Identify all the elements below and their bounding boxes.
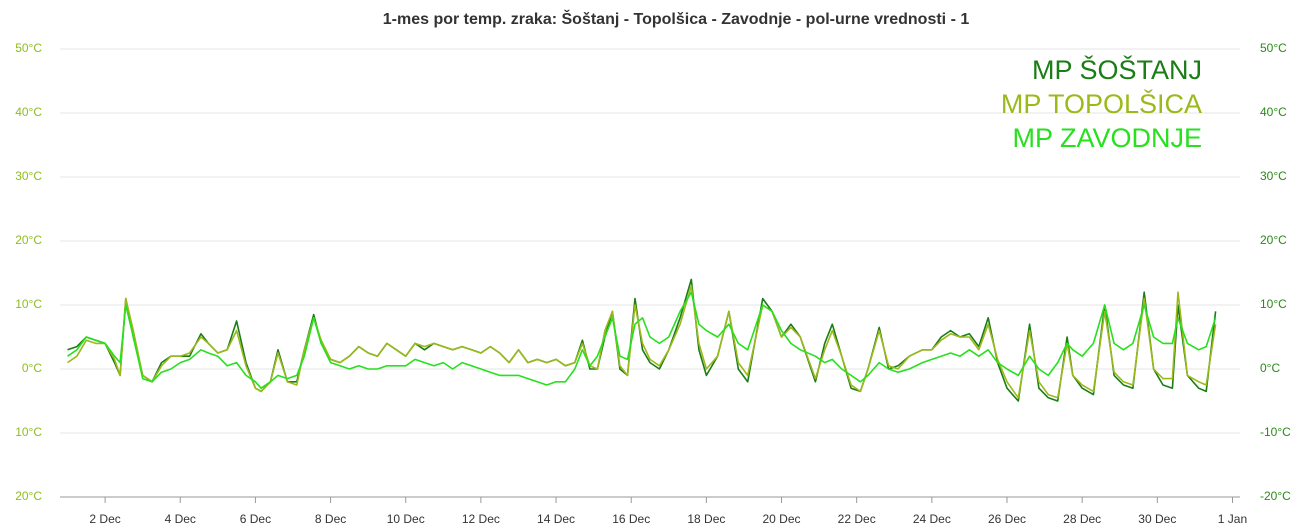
x-tick-label: 8 Dec [315, 512, 346, 524]
y-tick-label: 20°C [15, 233, 42, 247]
legend-entry: MP ŠOŠTANJ [1032, 54, 1202, 85]
x-tick-label: 30 Dec [1138, 512, 1176, 524]
y-tick-label: 50°C [15, 41, 42, 55]
y2-tick-label: -10°C [1260, 425, 1291, 439]
series-line [67, 291, 1217, 389]
y2-tick-label: 0°C [1260, 361, 1280, 375]
y2-tick-label: 20°C [1260, 233, 1287, 247]
y-tick-label: 10°C [15, 425, 42, 439]
legend-entry: MP TOPOLŠICA [1001, 88, 1202, 119]
x-tick-label: 6 Dec [240, 512, 271, 524]
x-tick-label: 12 Dec [462, 512, 500, 524]
x-tick-label: 28 Dec [1063, 512, 1101, 524]
y-tick-label: 40°C [15, 105, 42, 119]
chart-title: 1-mes por temp. zraka: Šoštanj - Topolši… [383, 9, 970, 28]
x-tick-label: 1 Jan [1218, 512, 1247, 524]
y-tick-label: 20°C [15, 489, 42, 503]
x-tick-label: 22 Dec [838, 512, 876, 524]
x-tick-label: 2 Dec [89, 512, 120, 524]
y-tick-label: 30°C [15, 169, 42, 183]
x-tick-label: 4 Dec [165, 512, 196, 524]
x-tick-label: 24 Dec [913, 512, 951, 524]
legend-entry: MP ZAVODNJE [1012, 123, 1202, 153]
y2-tick-label: 30°C [1260, 169, 1287, 183]
y2-tick-label: -20°C [1260, 489, 1291, 503]
x-tick-label: 20 Dec [763, 512, 801, 524]
x-tick-label: 26 Dec [988, 512, 1026, 524]
y-tick-label: 0°C [22, 361, 42, 375]
y2-tick-label: 50°C [1260, 41, 1287, 55]
y-tick-label: 10°C [15, 297, 42, 311]
y2-tick-label: 40°C [1260, 105, 1287, 119]
x-tick-label: 14 Dec [537, 512, 575, 524]
y2-tick-label: 10°C [1260, 297, 1287, 311]
series-line [67, 285, 1217, 399]
x-tick-label: 16 Dec [612, 512, 650, 524]
x-tick-label: 10 Dec [387, 512, 425, 524]
x-tick-label: 18 Dec [687, 512, 725, 524]
